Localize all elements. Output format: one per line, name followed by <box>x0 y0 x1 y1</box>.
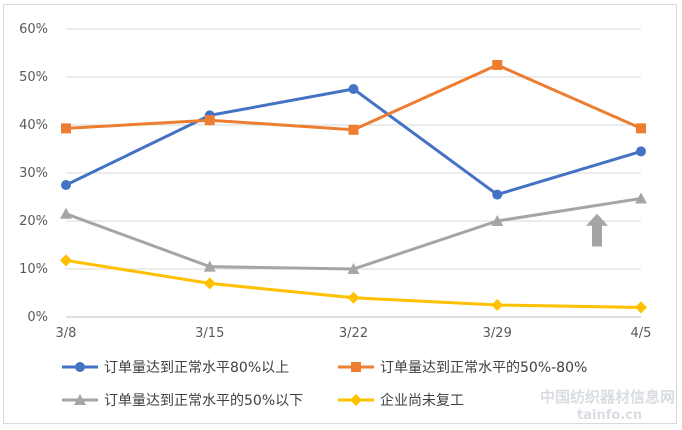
data-point <box>636 146 646 157</box>
legend-label: 企业尚未复工 <box>380 392 464 409</box>
data-point <box>492 189 503 200</box>
y-axis: 0% 10% 20% 30% 40% 50% 60% <box>19 22 48 325</box>
series-1 <box>61 84 646 200</box>
data-point <box>635 192 647 204</box>
x-tick-label: 3/22 <box>339 326 368 341</box>
y-tick-label: 10% <box>19 262 48 277</box>
x-axis: 3/8 3/15 3/22 3/29 4/5 <box>56 326 652 341</box>
legend-marker <box>75 362 85 372</box>
data-point <box>492 60 503 70</box>
y-tick-label: 30% <box>19 166 48 181</box>
data-point <box>635 301 647 314</box>
series-3 <box>60 192 647 274</box>
watermark-line1: 中国纺织器材信息网 <box>540 388 675 406</box>
legend-marker <box>350 394 362 406</box>
y-tick-label: 20% <box>19 214 48 229</box>
series-layer <box>60 60 647 314</box>
x-tick-label: 4/5 <box>631 326 652 341</box>
data-point <box>347 263 360 274</box>
data-point <box>60 254 72 267</box>
legend-marker <box>74 394 86 405</box>
data-point <box>348 124 359 135</box>
data-point <box>61 123 71 134</box>
legend-entry: 订单量达到正常水平的50%以下 <box>62 393 303 409</box>
y-tick-label: 60% <box>19 22 48 37</box>
x-tick-label: 3/8 <box>56 326 77 341</box>
series-line <box>65 196 642 271</box>
legend: 订单量达到正常水平80%以上 订单量达到正常水平的50%-80% 订单量达到正常水平… <box>62 360 587 409</box>
data-point <box>491 299 504 311</box>
x-tick-label: 3/29 <box>483 326 512 341</box>
data-point <box>60 207 72 219</box>
chart-frame: 0% 10% 20% 30% 40% 50% 60% 3/8 3/15 3/22 3/29 4/5 … <box>3 4 677 424</box>
legend-entry: 订单量达到正常水平的50%-80% <box>338 360 587 376</box>
series-4 <box>60 254 647 314</box>
series-line <box>65 87 642 197</box>
legend-label: 订单量达到正常水平的50%-80% <box>380 360 587 376</box>
y-tick-label: 50% <box>19 70 48 85</box>
legend-label: 订单量达到正常水平的50%以下 <box>104 393 303 409</box>
data-point <box>203 277 216 290</box>
data-point <box>348 84 359 94</box>
watermark-line2: tainfo.cn <box>577 408 642 423</box>
legend-entry: 订单量达到正常水平80%以上 <box>62 360 289 376</box>
annotations <box>586 213 608 247</box>
legend-label: 订单量达到正常水平80%以上 <box>104 360 289 376</box>
data-point <box>636 123 646 134</box>
y-tick-label: 40% <box>19 118 48 133</box>
data-point <box>347 291 360 304</box>
data-point <box>204 115 215 126</box>
data-point <box>203 260 216 272</box>
legend-entry: 企业尚未复工 <box>338 392 464 409</box>
data-point <box>61 180 71 190</box>
data-point <box>491 215 504 226</box>
legend-marker <box>351 362 361 372</box>
up-arrow-icon <box>586 213 608 247</box>
series-line <box>65 63 642 132</box>
y-tick-label: 0% <box>27 310 48 325</box>
series-2 <box>61 60 646 135</box>
watermark: 中国纺织器材信息网 tainfo.cn <box>540 388 675 423</box>
x-tick-label: 3/15 <box>195 326 224 341</box>
line-chart: 0%10%20%30%40%50%60% 3/8 3/15 3/22 3/29 4/5 … <box>19 22 675 423</box>
